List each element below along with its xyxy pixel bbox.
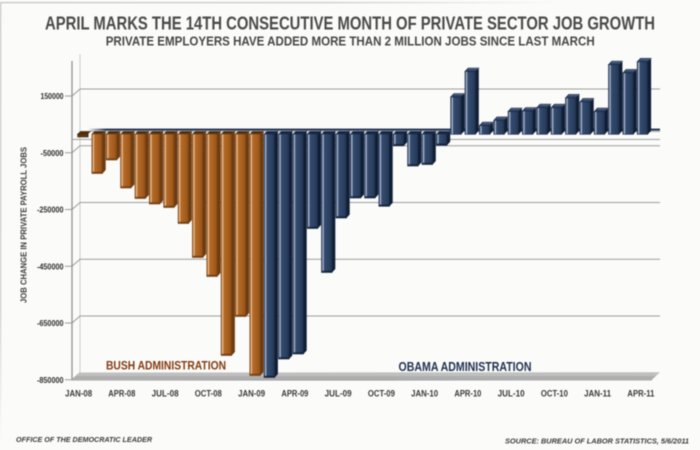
svg-text:SOURCE: BUREAU OF LABOR STATIS: SOURCE: BUREAU OF LABOR STATISTICS, 5/6/… — [505, 437, 689, 446]
svg-text:-50000: -50000 — [41, 148, 64, 158]
svg-text:JUL-08: JUL-08 — [152, 389, 179, 400]
svg-text:-450000: -450000 — [37, 261, 64, 271]
svg-text:APR-08: APR-08 — [108, 389, 135, 400]
svg-text:JAN-10: JAN-10 — [411, 389, 438, 400]
svg-text:APR-10: APR-10 — [454, 389, 481, 400]
svg-text:APR-11: APR-11 — [627, 389, 655, 400]
svg-text:OCT-08: OCT-08 — [195, 389, 222, 400]
svg-text:JUL-09: JUL-09 — [325, 389, 352, 400]
svg-text:JAN-08: JAN-08 — [65, 389, 92, 400]
svg-text:JAN-11: JAN-11 — [584, 389, 612, 400]
svg-text:APR-09: APR-09 — [281, 389, 308, 400]
svg-text:OCT-10: OCT-10 — [541, 389, 568, 400]
svg-text:JAN-09: JAN-09 — [238, 389, 265, 400]
svg-text:-850000: -850000 — [37, 375, 64, 385]
svg-text:APRIL MARKS THE 14TH CONSECUTI: APRIL MARKS THE 14TH CONSECUTIVE MONTH O… — [45, 14, 655, 34]
svg-text:-250000: -250000 — [37, 205, 64, 215]
svg-text:JOB CHANGE IN PRIVATE PAYROLL: JOB CHANGE IN PRIVATE PAYROLL JOBS — [20, 146, 29, 303]
svg-text:150000: 150000 — [41, 91, 64, 101]
svg-text:OBAMA ADMINISTRATION: OBAMA ADMINISTRATION — [399, 360, 532, 374]
svg-text:BUSH ADMINISTRATION: BUSH ADMINISTRATION — [106, 359, 226, 373]
svg-text:JUL-10: JUL-10 — [498, 389, 525, 400]
svg-text:PRIVATE EMPLOYERS HAVE ADDED M: PRIVATE EMPLOYERS HAVE ADDED MORE THAN 2… — [106, 34, 595, 49]
svg-text:-650000: -650000 — [37, 318, 64, 328]
svg-text:OFFICE OF THE DEMOCRATIC LEADE: OFFICE OF THE DEMOCRATIC LEADER — [16, 435, 153, 444]
svg-text:OCT-09: OCT-09 — [368, 389, 395, 400]
